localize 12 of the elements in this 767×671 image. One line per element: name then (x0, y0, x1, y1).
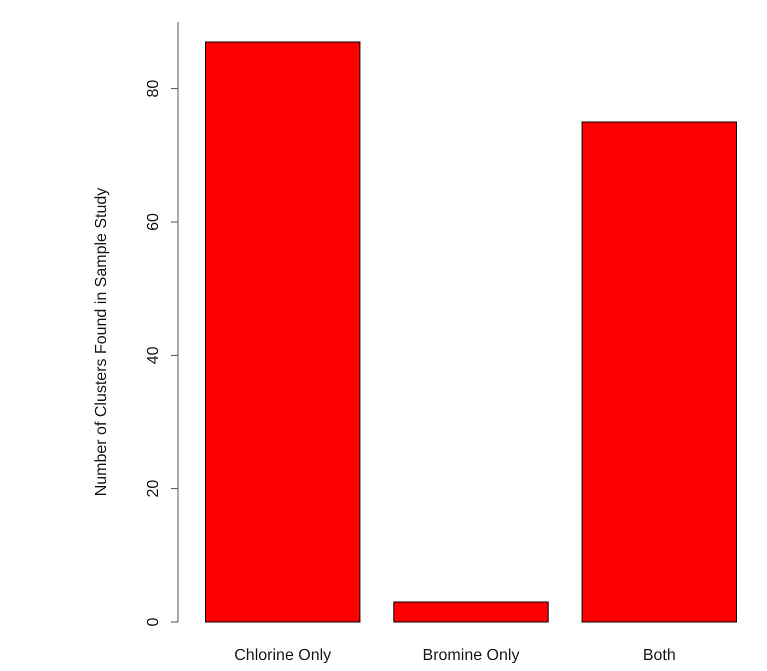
bar (205, 42, 360, 622)
y-tick-label: 60 (145, 213, 162, 231)
y-tick-label: 20 (145, 480, 162, 498)
y-tick-label: 0 (145, 617, 162, 626)
bar (582, 122, 737, 622)
x-tick-label: Chlorine Only (234, 647, 332, 664)
x-tick-label: Bromine Only (422, 647, 520, 664)
bar (393, 602, 549, 622)
x-tick-label: Both (642, 647, 676, 664)
y-tick-label: 40 (145, 346, 162, 364)
y-axis-title: Number of Clusters Found in Sample Study (93, 188, 110, 496)
y-tick-label: 80 (145, 80, 162, 98)
